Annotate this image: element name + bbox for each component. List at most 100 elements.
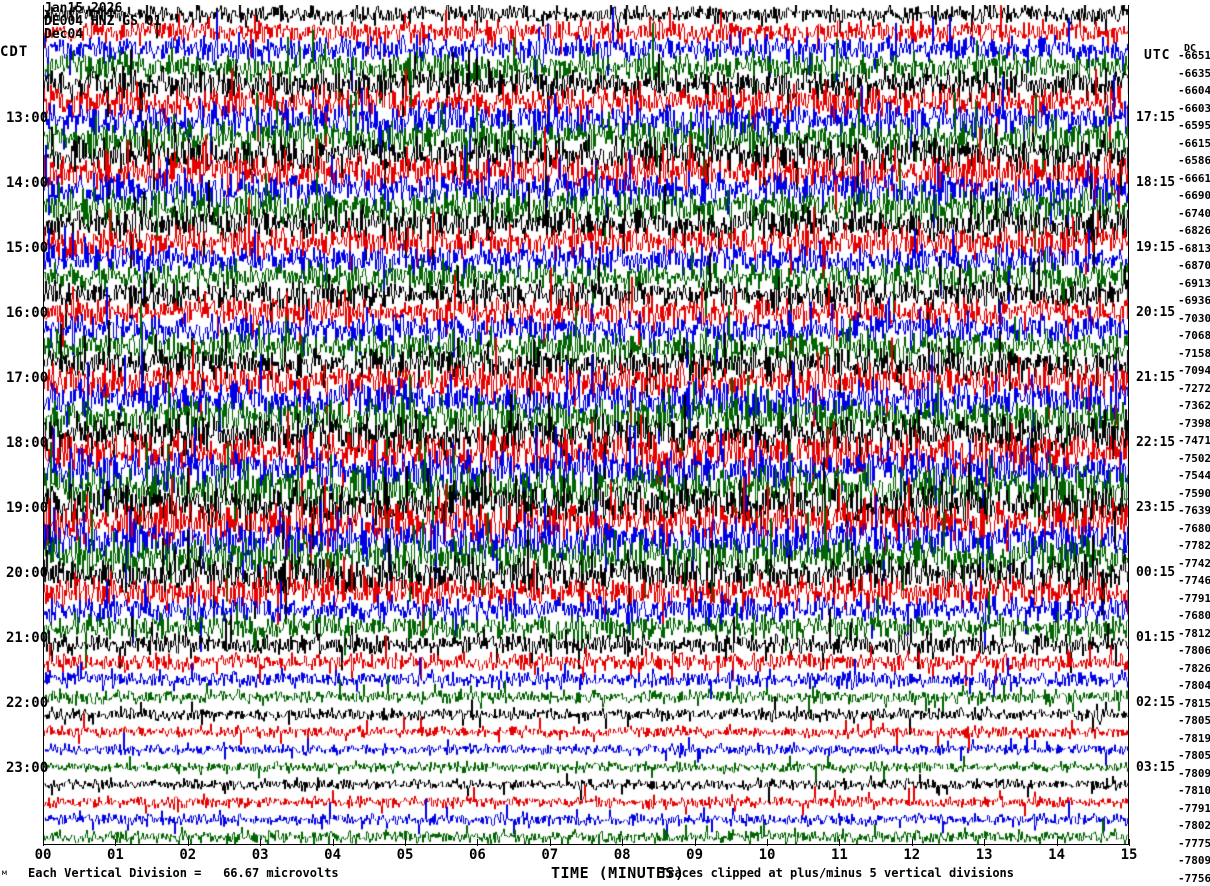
x-axis: 00 01 02 03 04 05 06 07 08 09 10 11 12 13 14 15 <box>35 839 1137 865</box>
right-time-tick: 01:15 <box>1136 630 1176 645</box>
dc-value: -7810 <box>1178 784 1210 797</box>
right-time-tick: 18:15 <box>1136 175 1176 190</box>
chart-header: Jan15,2026 DE004 HNZ GS 01 Dec04 <box>44 2 161 41</box>
left-time-tick: 18:00 <box>6 435 49 451</box>
x-tick-mark <box>911 839 913 846</box>
dc-value: -6913 <box>1178 276 1210 290</box>
dc-value: -7809 <box>1178 854 1210 867</box>
left-time-tick: 22:00 <box>6 695 49 711</box>
left-time-tick: 16:00 <box>6 305 49 321</box>
dc-value: -6615 <box>1178 136 1210 150</box>
dc-value: -6651 <box>1178 49 1210 62</box>
x-tick-mark <box>260 839 262 846</box>
dc-value: -7802 <box>1178 819 1210 832</box>
x-tick-label: 10 <box>758 847 776 863</box>
dc-column-header: DC <box>1184 43 1197 54</box>
right-time-tick: 02:15 <box>1136 695 1176 710</box>
seismogram-plot <box>43 5 1129 845</box>
dc-value: -6586 <box>1178 154 1210 167</box>
dc-value: -7804 <box>1178 679 1210 692</box>
dc-value: -7471 <box>1178 434 1210 447</box>
dc-value: -7502 <box>1178 451 1210 465</box>
dc-value: -7742 <box>1178 556 1210 570</box>
x-tick-mark <box>405 839 406 846</box>
header-date: Jan15,2026 <box>44 1 123 16</box>
left-axis-label: CDT <box>0 44 29 60</box>
left-time-tick: 23:00 <box>6 760 49 776</box>
dc-value: -7398 <box>1178 416 1210 430</box>
x-tick-mark <box>549 839 551 846</box>
x-tick-mark <box>477 839 479 846</box>
dc-value: -7805 <box>1178 749 1210 762</box>
right-time-tick: 23:15 <box>1136 500 1176 515</box>
dc-value: -7812 <box>1178 626 1210 640</box>
dc-value: -7158 <box>1178 346 1210 360</box>
right-axis-label: UTC <box>1144 48 1171 63</box>
dc-value: -6604 <box>1178 84 1210 97</box>
x-tick-mark <box>767 839 768 846</box>
dc-value: -7068 <box>1178 329 1210 342</box>
x-tick-label: 06 <box>468 847 486 863</box>
x-tick-label: 04 <box>324 847 342 863</box>
x-tick-mark <box>332 839 334 846</box>
right-time-tick: 22:15 <box>1136 435 1176 450</box>
x-tick-mark <box>839 839 841 846</box>
dc-value: -6690 <box>1178 189 1210 202</box>
x-tick-label: 15 <box>1120 847 1138 863</box>
dc-value: -6740 <box>1178 206 1210 220</box>
x-axis-title: TIME (MINUTES) <box>551 864 685 882</box>
dc-value: -6813 <box>1178 241 1210 255</box>
header-station: DE004 HNZ GS 01 <box>44 14 162 29</box>
dc-value: -6936 <box>1178 294 1210 307</box>
dc-value: -7815 <box>1178 696 1210 710</box>
x-tick-mark <box>115 839 117 846</box>
x-tick-label: 12 <box>903 847 921 863</box>
left-time-tick: 17:00 <box>6 370 49 386</box>
left-time-tick: 14:00 <box>6 175 49 191</box>
x-tick-label: 14 <box>1048 847 1066 863</box>
x-tick-label: 00 <box>34 847 52 863</box>
x-tick-label: 01 <box>106 847 124 863</box>
dc-value: -7362 <box>1178 399 1210 412</box>
corner-mark: м <box>2 868 7 877</box>
x-tick-label: 02 <box>179 847 197 863</box>
dc-value: -7639 <box>1178 504 1210 517</box>
dc-value: -7791 <box>1178 591 1210 605</box>
dc-value: -6870 <box>1178 259 1210 272</box>
x-tick-label: 11 <box>830 847 848 863</box>
right-time-tick: 20:15 <box>1136 305 1176 320</box>
right-time-tick: 21:15 <box>1136 370 1176 385</box>
dc-value: -7805 <box>1178 714 1210 727</box>
dc-value: -7030 <box>1178 311 1210 325</box>
dc-value: -7272 <box>1178 381 1210 395</box>
dc-value: -7756 <box>1178 871 1210 885</box>
left-time-tick: 13:00 <box>6 110 49 126</box>
dc-value: -7782 <box>1178 539 1210 552</box>
left-time-tick: 15:00 <box>6 240 49 256</box>
dc-value: -7819 <box>1178 731 1210 745</box>
header-subtitle: Dec04 <box>44 27 84 42</box>
dc-value: -7775 <box>1178 836 1210 850</box>
left-time-tick: 20:00 <box>6 565 49 581</box>
x-tick-mark <box>984 839 986 846</box>
x-tick-label: 09 <box>686 847 704 863</box>
scale-note: Each Vertical Division = 66.67 microvolt… <box>28 866 339 880</box>
x-tick-mark <box>694 839 696 846</box>
dc-value: -7590 <box>1178 486 1210 500</box>
dc-value: -7094 <box>1178 364 1210 377</box>
dc-value: -7826 <box>1178 661 1210 675</box>
right-time-tick: 17:15 <box>1136 110 1176 125</box>
dc-value: -6603 <box>1178 101 1210 115</box>
dc-value: -7809 <box>1178 766 1210 780</box>
dc-value: -7680 <box>1178 521 1210 535</box>
x-tick-mark <box>1129 839 1130 846</box>
dc-value: -7806 <box>1178 644 1210 657</box>
clipping-note: Traces clipped at plus/minus 5 vertical … <box>660 866 1015 880</box>
dc-value: -6635 <box>1178 66 1210 80</box>
seismogram-canvas <box>43 5 1129 845</box>
x-tick-label: 05 <box>396 847 414 863</box>
dc-value: -7746 <box>1178 574 1210 587</box>
left-time-tick: 21:00 <box>6 630 49 646</box>
x-tick-mark <box>187 839 189 846</box>
dc-value: -6826 <box>1178 224 1210 237</box>
